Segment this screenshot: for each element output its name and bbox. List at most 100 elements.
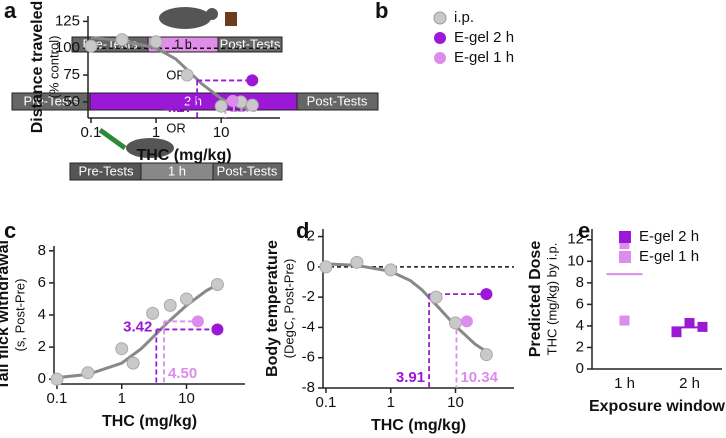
x-tick-label: 10: [178, 390, 195, 407]
point: [50, 372, 64, 386]
y-tick-label: 6: [38, 274, 46, 291]
y-tick-label: 75: [63, 66, 80, 83]
segment-label: Post-Tests: [307, 93, 368, 108]
point: [449, 316, 463, 330]
y-tick-label: 12: [567, 231, 584, 248]
y-tick-label: 125: [55, 12, 80, 29]
point: [84, 39, 98, 53]
x-tick-label: 1 h: [614, 375, 635, 392]
mouse-icon: [126, 138, 174, 158]
point: [479, 348, 493, 362]
panel-letter: b: [375, 0, 388, 23]
y-tick-label: 50: [63, 93, 80, 110]
point: [480, 288, 493, 301]
point: [245, 98, 259, 112]
y-tick-label: 0: [576, 360, 584, 377]
point: [191, 315, 204, 328]
panel-letter: c: [4, 218, 16, 243]
point: [684, 318, 695, 329]
y-axis-label: Distance traveled: [29, 1, 46, 134]
point: [619, 239, 630, 250]
point: [211, 323, 224, 336]
syringe-icon: [98, 127, 127, 151]
segment: [212, 162, 283, 181]
point: [214, 99, 228, 113]
point: [619, 315, 630, 326]
x-axis-label: THC (mg/kg): [136, 147, 231, 164]
y-tick-label: 10: [567, 252, 584, 269]
y-tick-label: 8: [38, 242, 46, 259]
y-tick-label: -4: [302, 318, 315, 335]
x-tick-label: 1: [387, 394, 395, 411]
timeline: Pre-Tests 1 h Post-Tests: [69, 162, 283, 181]
y-tick-label: 8: [576, 274, 584, 291]
y-tick-label: 0: [307, 258, 315, 275]
fit-curve: [56, 283, 219, 380]
annotation-label: 3.42: [123, 318, 152, 335]
legend-swatch: [619, 231, 631, 243]
y-axis-sublabel: THC (mg/kg) by i.p.: [544, 243, 559, 356]
y-tick-label: 2: [38, 338, 46, 355]
panel-letter: e: [578, 218, 590, 243]
y-axis-label: Predicted Dose: [527, 241, 544, 358]
annotation-label: 4.50: [168, 365, 197, 382]
point: [115, 342, 129, 356]
separator: OR: [166, 67, 186, 82]
point: [697, 321, 708, 332]
y-tick-label: -6: [302, 349, 315, 366]
annotation-label: 10.34: [460, 369, 498, 386]
gel-icon: [225, 12, 237, 26]
segment-label: Post-Tests: [217, 163, 278, 178]
separator: OR: [166, 120, 186, 135]
point: [210, 278, 224, 292]
x-tick-label: 2 h: [679, 375, 700, 392]
y-axis-sublabel: (s, Post-Pre): [12, 279, 27, 352]
y-tick-label: 2: [307, 228, 315, 245]
y-tick-label: -2: [302, 288, 315, 305]
point: [460, 315, 473, 328]
point: [671, 327, 682, 338]
legend-swatch: [434, 32, 446, 44]
x-axis-label: THC (mg/kg): [102, 413, 197, 430]
legend-label: i.p.: [454, 9, 474, 26]
point: [180, 68, 194, 82]
panel-letter: a: [4, 0, 17, 23]
point: [226, 94, 239, 107]
point: [319, 260, 333, 274]
point: [81, 366, 95, 380]
legend-label: E-gel 2 h: [639, 228, 699, 245]
point: [126, 356, 140, 370]
y-tick-label: 4: [576, 317, 584, 334]
point: [350, 255, 364, 269]
x-tick-label: 1: [152, 124, 160, 141]
x-tick-label: 1: [118, 390, 126, 407]
point: [429, 290, 443, 304]
y-tick-label: 4: [38, 306, 46, 323]
mouse-icon: [159, 7, 211, 29]
y-tick-label: 6: [576, 295, 584, 312]
mouse-icon: [206, 8, 218, 20]
point: [180, 292, 194, 306]
segment-label: Pre-Tests: [79, 163, 134, 178]
y-tick-label: 0: [38, 370, 46, 387]
segment-label: 1 h: [174, 36, 192, 51]
x-tick-label: 0.1: [316, 394, 337, 411]
x-tick-label: 10: [447, 394, 464, 411]
point: [246, 74, 259, 87]
point: [115, 33, 129, 47]
annotation-label: 3.91: [396, 369, 425, 386]
y-axis-sublabel: (% control): [46, 36, 61, 99]
panel-letter: d: [296, 218, 309, 243]
segment: [296, 92, 379, 111]
segment-label: 1 h: [168, 163, 186, 178]
y-axis-sublabel: (DegC, Post-Pre): [281, 259, 296, 359]
y-tick-label: 2: [576, 338, 584, 355]
legend-label: E-gel 1 h: [454, 49, 514, 66]
legend-label: E-gel 2 h: [454, 29, 514, 46]
legend-swatch: [433, 11, 447, 25]
x-axis-label: Exposure window: [589, 398, 726, 415]
x-tick-label: 0.1: [47, 390, 68, 407]
legend-swatch: [434, 52, 446, 64]
x-tick-label: 10: [213, 124, 230, 141]
